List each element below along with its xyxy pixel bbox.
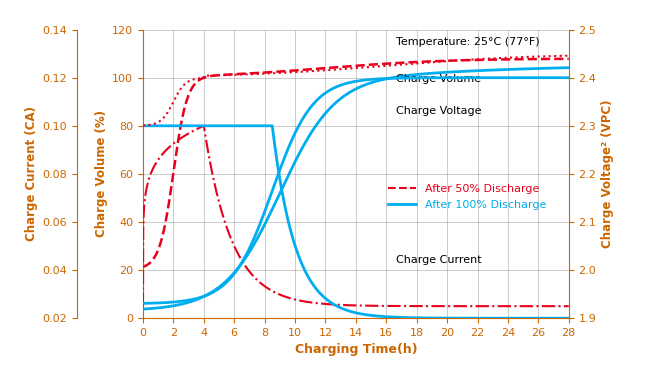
Y-axis label: Charge Voltage² (VPC): Charge Voltage² (VPC) [601,100,614,248]
Text: Charge Voltage: Charge Voltage [396,106,482,116]
Y-axis label: Charge Current (CA): Charge Current (CA) [25,107,38,241]
Text: Charge Volume: Charge Volume [396,74,482,84]
Text: Temperature: 25°C (77°F): Temperature: 25°C (77°F) [396,37,540,47]
Text: Charge Current: Charge Current [396,255,482,265]
Y-axis label: Charge Volume (%): Charge Volume (%) [95,110,108,238]
X-axis label: Charging Time(h): Charging Time(h) [294,343,417,356]
Legend: After 50% Discharge, After 100% Discharge: After 50% Discharge, After 100% Discharg… [384,180,551,214]
